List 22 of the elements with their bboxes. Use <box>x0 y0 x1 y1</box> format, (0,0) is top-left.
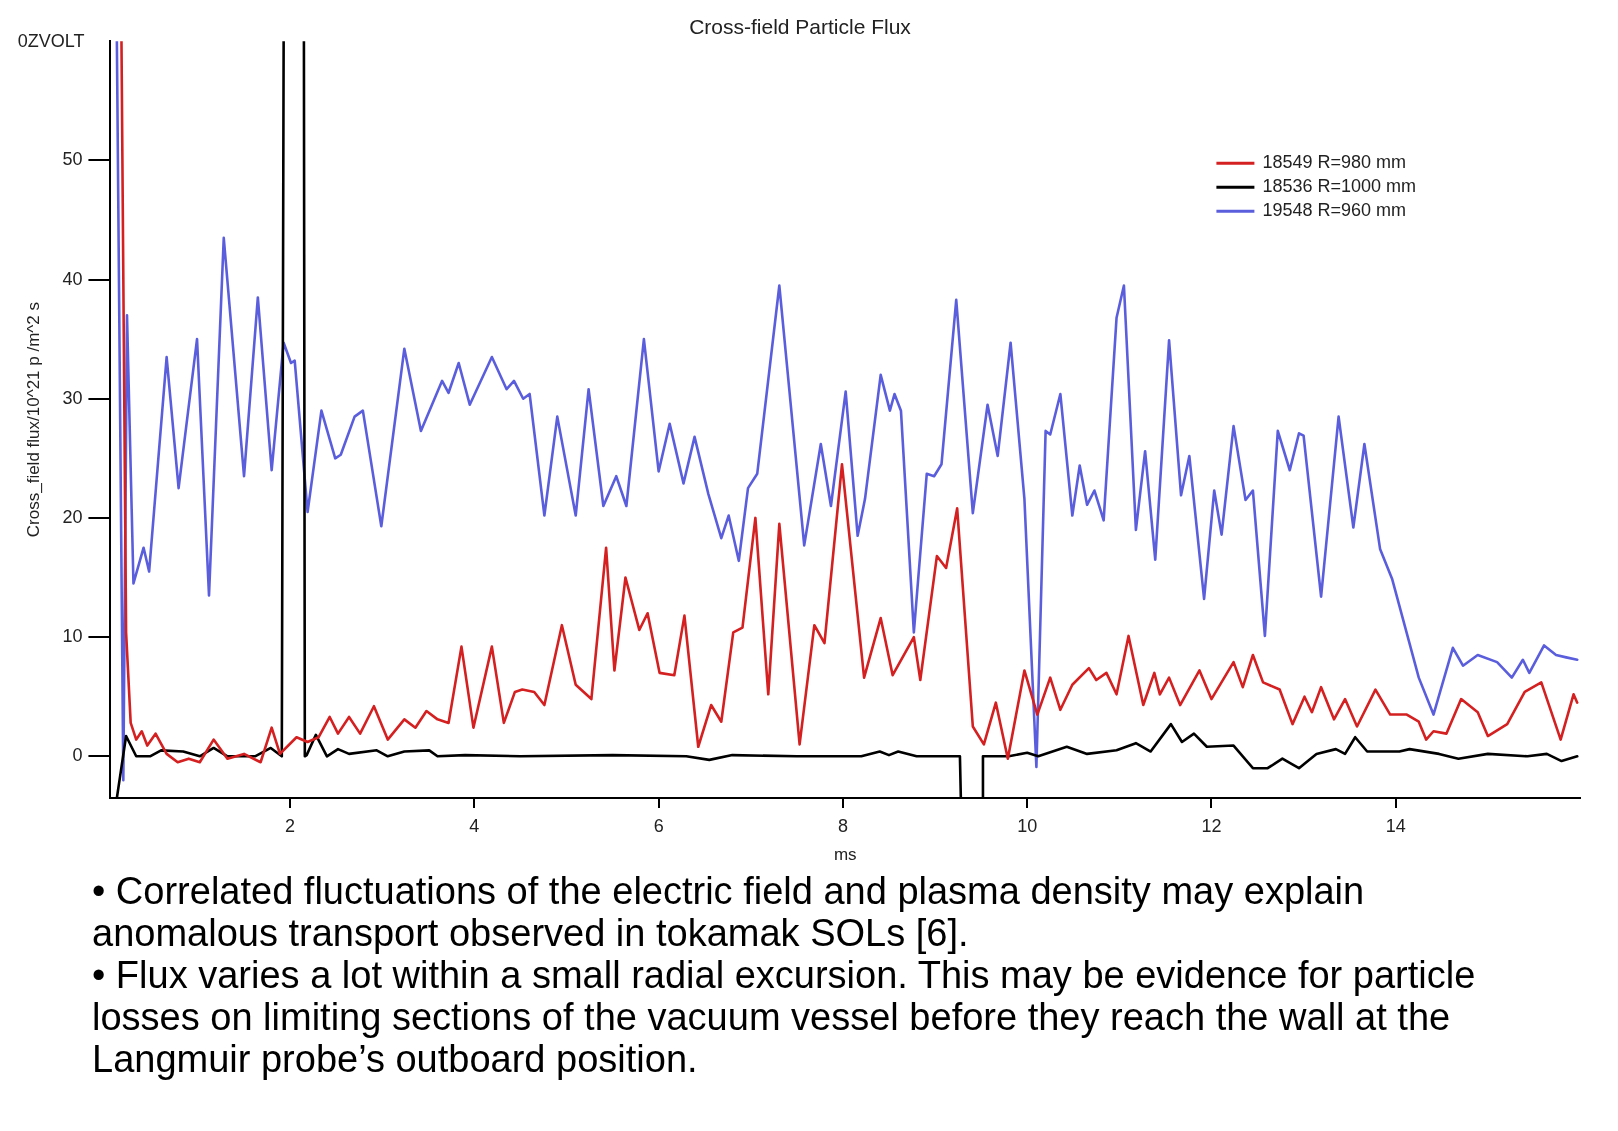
legend-label: 18549 R=980 mm <box>1262 152 1406 173</box>
chart-title: Cross-field Particle Flux <box>689 15 912 39</box>
x-tick-label: 12 <box>1201 815 1222 836</box>
text: 0ZVOLT <box>17 30 85 52</box>
y-tick-label: 40 <box>62 268 83 289</box>
y-axis-title: Cross_field flux/10^21 p /m^2 s <box>23 302 43 538</box>
x-tick-label: 4 <box>469 815 480 836</box>
x-tick-label: 10 <box>1017 815 1038 836</box>
x-tick-label: 14 <box>1385 815 1406 836</box>
y-tick-label: 0 <box>72 745 83 766</box>
x-tick-label: 8 <box>837 815 848 836</box>
x-tick-label: 6 <box>653 815 664 836</box>
y-tick-label: 50 <box>62 149 83 170</box>
x-tick-label: 2 <box>285 815 296 836</box>
text: • Flux varies a lot within a small radial excursion. This may be evidence for particle losses on limiting sections of the vacuum vessel before they reach the wall at the Langmuir probe’s outboard position. <box>92 954 1477 1080</box>
y-tick-label: 20 <box>62 506 83 527</box>
legend-label: 19548 R=960 mm <box>1262 200 1406 221</box>
legend-label: 18536 R=1000 mm <box>1262 176 1417 197</box>
text: • Correlated fluctuations of the electric field and plasma density may explain anomalous transport observed in tokamak SOLs [6]. <box>92 870 1366 954</box>
y-tick-label: 10 <box>62 626 83 647</box>
y-tick-label: 30 <box>62 387 83 408</box>
x-axis-title: ms <box>833 845 857 865</box>
